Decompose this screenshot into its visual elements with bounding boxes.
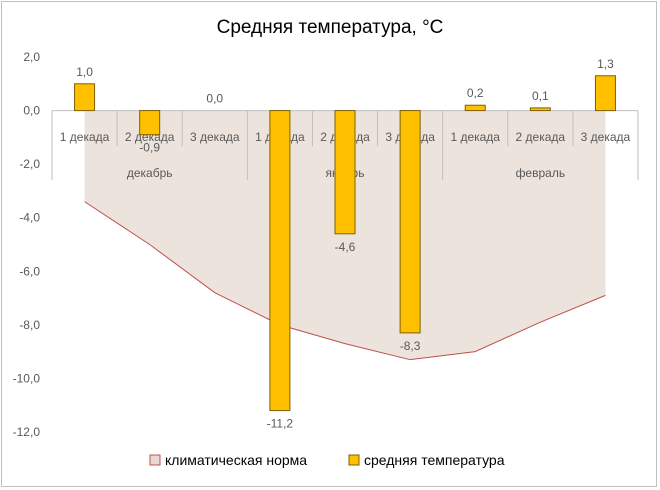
legend-swatch-temp (348, 454, 360, 466)
bar (399, 110, 421, 334)
y-tick-label: -12,0 (13, 425, 41, 439)
category-label: 2 декада (125, 130, 175, 144)
legend-label-norm: климатическая норма (165, 452, 307, 468)
data-label: -8,3 (400, 339, 421, 353)
norm-area-fill (84, 110, 606, 360)
group-label: февраль (516, 166, 566, 180)
bar (464, 104, 486, 112)
bar (529, 107, 551, 112)
y-tick-label: -10,0 (13, 371, 41, 385)
area-layer (84, 110, 606, 361)
bar (269, 110, 291, 412)
bar (334, 110, 356, 235)
label-layer: 1,0 -0,9 0,0 -11,2 -4,6 -8,3 0,2 0,1 1,3 (76, 57, 614, 431)
y-tick-label: -4,0 (19, 211, 40, 225)
bar-layer (74, 75, 616, 412)
group-label: декабрь (127, 166, 173, 180)
data-label: 0,1 (532, 89, 549, 103)
bar (74, 83, 96, 112)
category-label: 1 декада (450, 130, 500, 144)
category-label: 3 декада (190, 130, 240, 144)
data-label: -4,6 (335, 240, 356, 254)
data-label: -0,9 (139, 141, 160, 155)
data-label: 1,0 (76, 65, 93, 79)
bar (139, 110, 161, 136)
category-label: 3 декада (581, 130, 631, 144)
y-tick-label: -2,0 (19, 157, 40, 171)
y-tick-label: -8,0 (19, 318, 40, 332)
category-label: 2 декада (516, 130, 566, 144)
category-label: 1 декада (60, 130, 110, 144)
data-label: -11,2 (267, 417, 294, 431)
data-label: 1,3 (597, 57, 614, 71)
data-label: 0,2 (467, 86, 484, 100)
y-tick-label: 2,0 (23, 50, 40, 64)
y-tick-label: 0,0 (23, 104, 40, 118)
y-tick-label: -6,0 (19, 264, 40, 278)
chart-title: Средняя температура, °С (217, 17, 444, 38)
legend-swatch-norm (149, 454, 161, 466)
norm-area-line (84, 201, 606, 361)
legend-label-temp: средняя температура (364, 452, 505, 468)
legend: климатическая норма средняя температура (149, 452, 505, 468)
bar (594, 75, 616, 112)
data-label: 0,0 (206, 92, 223, 106)
